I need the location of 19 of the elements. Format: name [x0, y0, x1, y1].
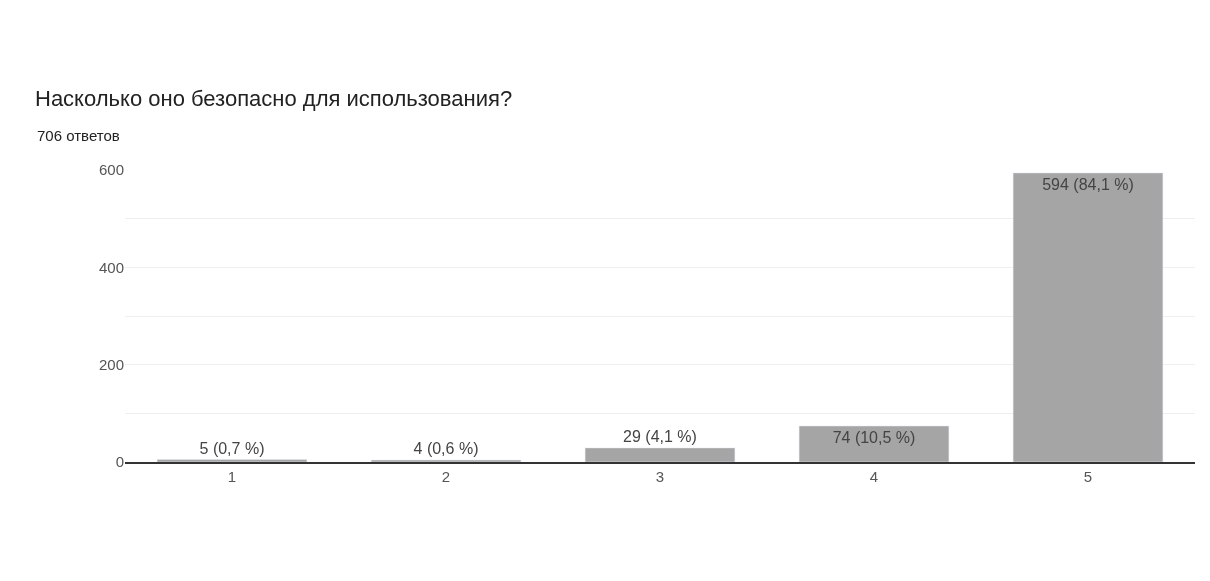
y-tick-label: 600: [98, 161, 124, 179]
bar: [584, 447, 736, 462]
y-tick-label: 200: [98, 355, 124, 373]
data-label: 29 (4,1 %): [623, 427, 697, 445]
chart-subtitle: 706 ответов: [37, 127, 120, 144]
x-tick-label: 3: [655, 467, 665, 485]
y-tick-label: 0: [115, 453, 124, 471]
data-label: 594 (84,1 %): [1042, 175, 1134, 193]
x-tick-label: 2: [441, 467, 451, 485]
data-label: 5 (0,7 %): [199, 439, 265, 457]
y-tick-label: 400: [98, 258, 124, 276]
x-tick-label: 4: [869, 467, 879, 485]
data-label: 74 (10,5 %): [832, 428, 916, 446]
bar: [798, 425, 950, 462]
data-label: 4 (0,6 %): [413, 440, 479, 458]
bar: [156, 459, 308, 462]
chart-title: Насколько оно безопасно для использования?: [35, 85, 513, 111]
x-tick-label: 5: [1083, 467, 1093, 485]
x-tick-label: 1: [227, 467, 237, 485]
